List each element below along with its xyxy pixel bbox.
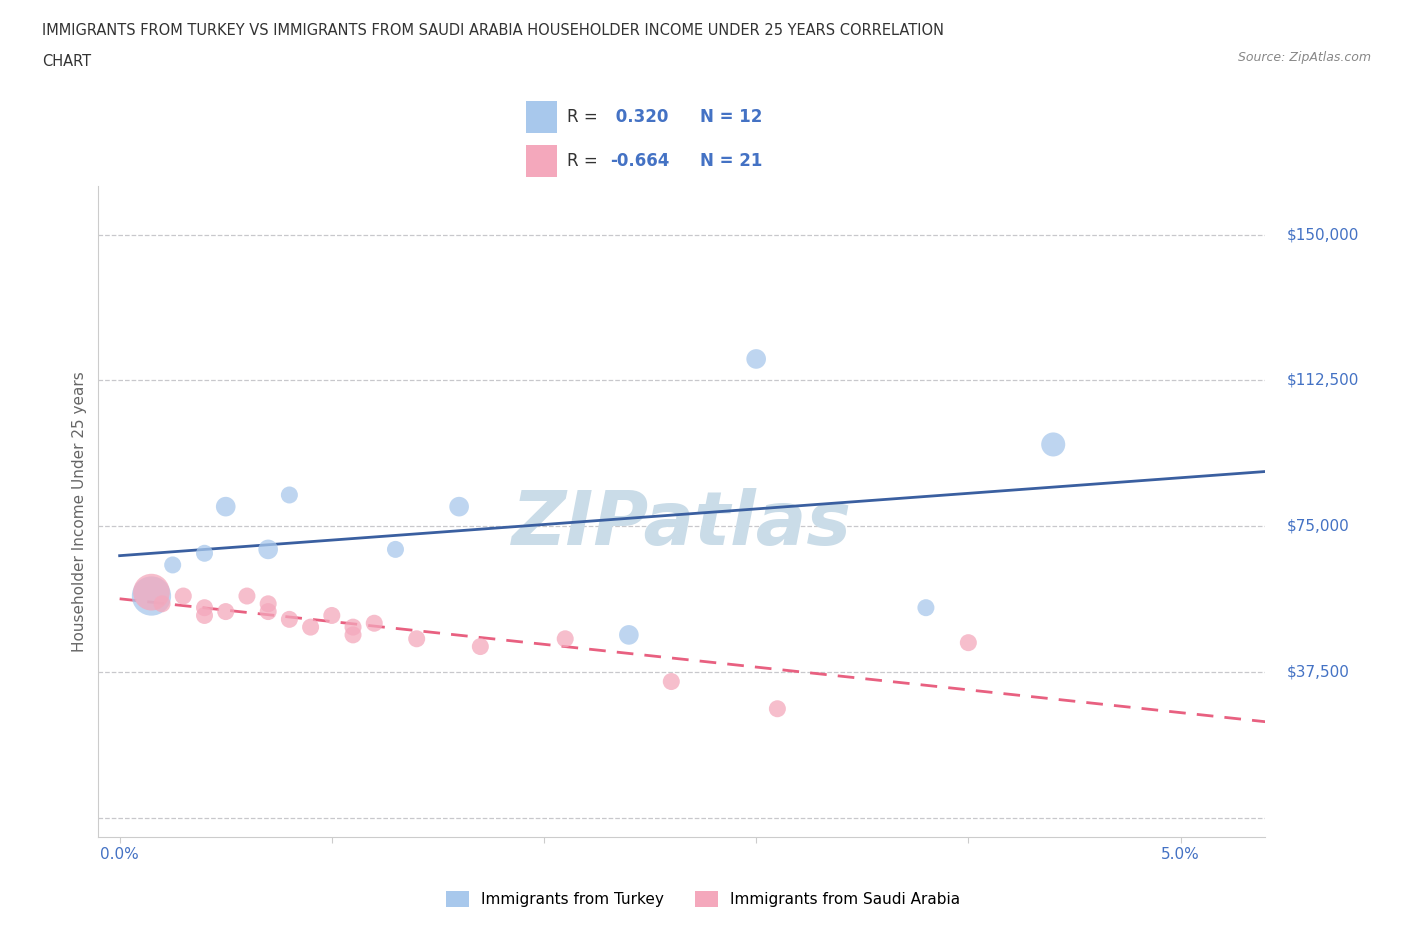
Point — [193, 608, 215, 623]
Point — [172, 589, 194, 604]
Text: $75,000: $75,000 — [1286, 519, 1350, 534]
Text: R =: R = — [567, 108, 603, 126]
Text: N = 12: N = 12 — [700, 108, 762, 126]
Point — [257, 604, 280, 619]
Point — [363, 616, 385, 631]
Text: R =: R = — [567, 152, 603, 170]
Y-axis label: Householder Income Under 25 years: Householder Income Under 25 years — [72, 371, 87, 652]
Point — [215, 604, 238, 619]
Text: IMMIGRANTS FROM TURKEY VS IMMIGRANTS FROM SAUDI ARABIA HOUSEHOLDER INCOME UNDER : IMMIGRANTS FROM TURKEY VS IMMIGRANTS FRO… — [42, 23, 945, 38]
Point — [915, 600, 938, 615]
Point — [278, 487, 301, 502]
Point — [470, 639, 492, 654]
Point — [554, 631, 576, 646]
Text: $37,500: $37,500 — [1286, 664, 1350, 679]
Point — [236, 589, 259, 604]
Point — [617, 628, 640, 643]
Point — [193, 600, 215, 615]
Point — [1042, 437, 1064, 452]
FancyBboxPatch shape — [526, 101, 557, 133]
Legend: Immigrants from Turkey, Immigrants from Saudi Arabia: Immigrants from Turkey, Immigrants from … — [440, 884, 966, 913]
Text: CHART: CHART — [42, 54, 91, 69]
Point — [449, 499, 471, 514]
Text: Source: ZipAtlas.com: Source: ZipAtlas.com — [1237, 51, 1371, 64]
Point — [745, 352, 768, 366]
Text: $150,000: $150,000 — [1286, 227, 1360, 242]
Point — [342, 619, 364, 634]
Point — [257, 596, 280, 611]
Point — [299, 619, 322, 634]
Point — [659, 674, 682, 689]
Text: ZIPatlas: ZIPatlas — [512, 488, 852, 561]
FancyBboxPatch shape — [526, 145, 557, 177]
Point — [141, 585, 163, 600]
Text: -0.664: -0.664 — [610, 152, 669, 170]
Point — [278, 612, 301, 627]
Text: N = 21: N = 21 — [700, 152, 762, 170]
Point — [141, 589, 163, 604]
Point — [193, 546, 215, 561]
Point — [321, 608, 343, 623]
Point — [957, 635, 980, 650]
Point — [405, 631, 427, 646]
Point — [215, 499, 238, 514]
Point — [150, 596, 173, 611]
Point — [342, 628, 364, 643]
Point — [384, 542, 406, 557]
Text: 0.320: 0.320 — [610, 108, 668, 126]
Point — [162, 557, 184, 572]
Text: $112,500: $112,500 — [1286, 373, 1360, 388]
Point — [766, 701, 789, 716]
Point — [257, 542, 280, 557]
